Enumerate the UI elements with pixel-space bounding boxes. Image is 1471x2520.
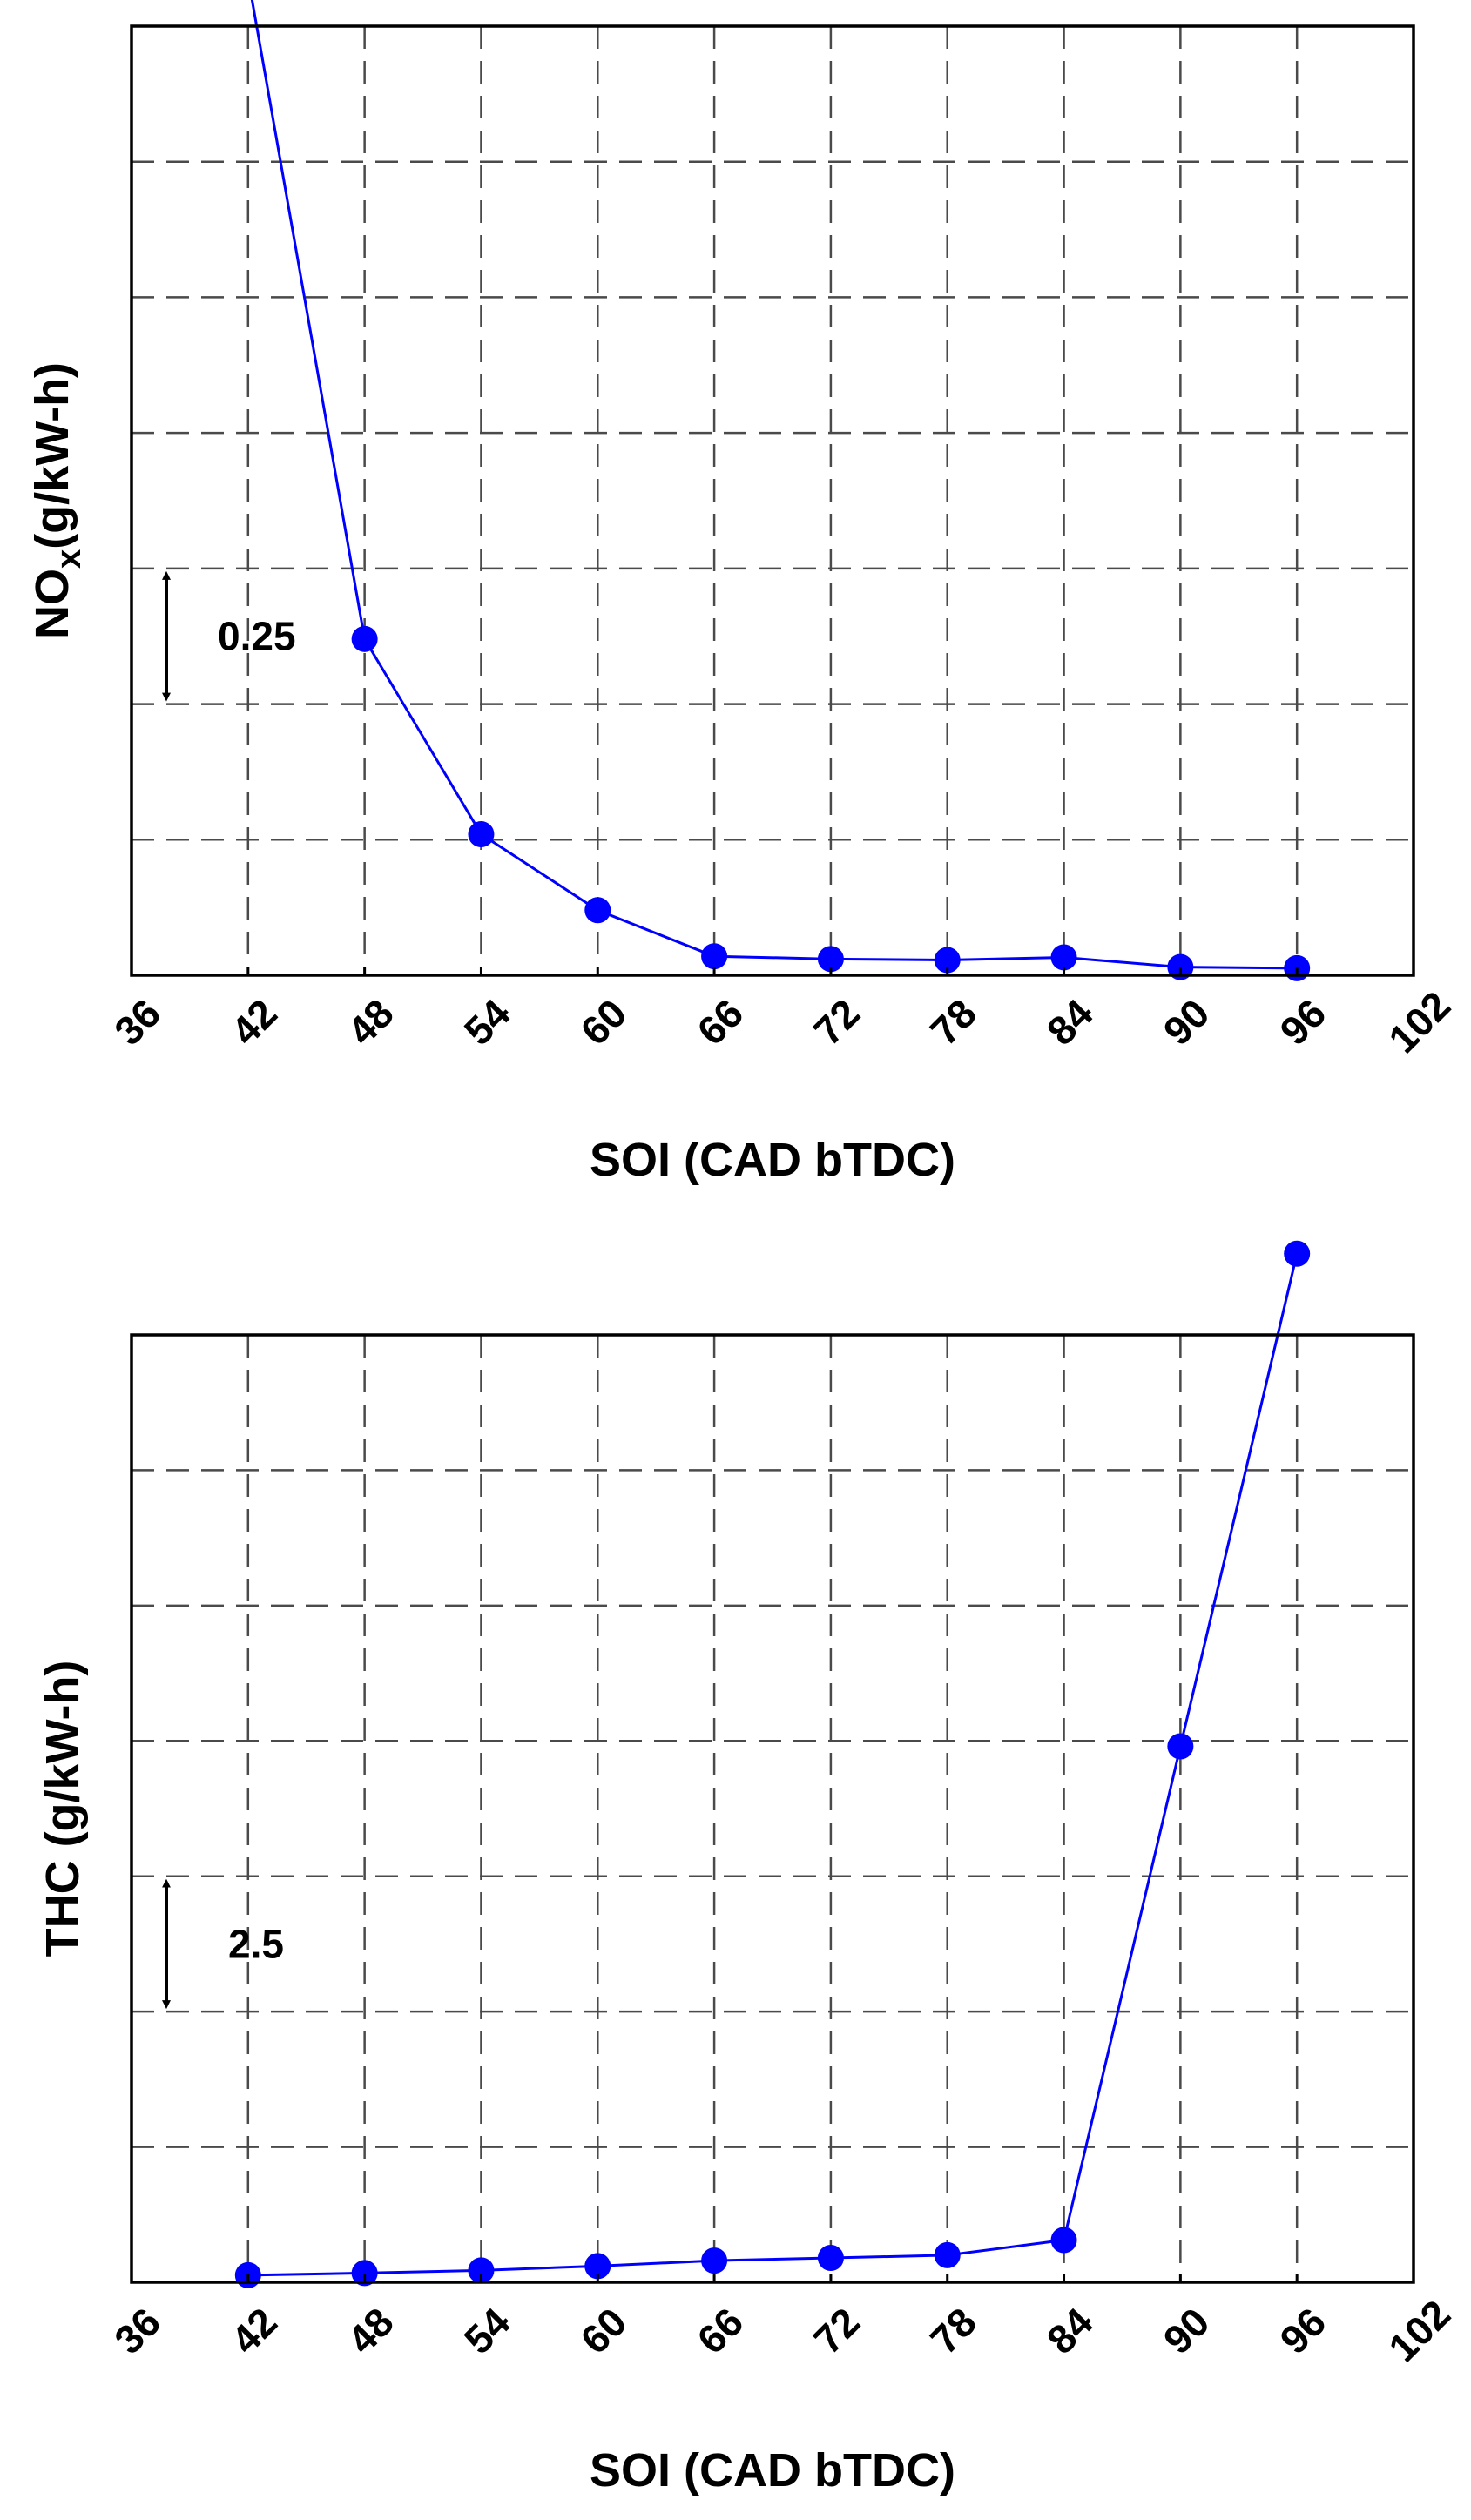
nox-y-axis-title-subscript: x <box>50 549 88 569</box>
thc-x-axis-title: SOI (CAD bTDC) <box>590 2444 955 2496</box>
thc-x-tick-label: 54 <box>455 2299 519 2362</box>
thc-x-tick-label: 36 <box>105 2299 169 2362</box>
thc-x-tick-label: 102 <box>1380 2291 1459 2370</box>
thc-x-tick-label: 66 <box>688 2299 752 2362</box>
thc-x-tick-label: 78 <box>921 2299 985 2362</box>
thc-x-tick-label: 48 <box>339 2299 402 2362</box>
nox-x-tick-label: 42 <box>222 990 286 1054</box>
nox-x-tick-label: 48 <box>339 990 402 1054</box>
thc-data-point <box>1050 2227 1077 2254</box>
thc-grid <box>132 1335 1414 2282</box>
nox-x-ticks: 36 42 48 54 60 66 72 78 84 90 96 102 <box>105 967 1459 1061</box>
nox-data-point <box>817 946 844 973</box>
nox-chart: 36 42 48 54 60 66 72 78 84 90 96 102 SOI (CAD bTDC)… <box>26 0 1459 1186</box>
nox-x-tick-label: 60 <box>571 990 635 1054</box>
thc-x-tick-label: 72 <box>805 2299 868 2362</box>
nox-x-tick-label: 72 <box>805 990 868 1054</box>
thc-data-point <box>468 2257 495 2284</box>
nox-x-tick-label: 54 <box>455 990 519 1054</box>
nox-plot-frame <box>130 24 1415 977</box>
nox-data-point <box>351 625 378 652</box>
thc-x-tick-label: 60 <box>571 2299 635 2362</box>
thc-y-axis-title: THC (g/kW-h) <box>37 1661 89 1957</box>
nox-data-point <box>1050 944 1077 971</box>
nox-x-tick-label: 96 <box>1271 990 1334 1054</box>
thc-x-tick-label: 90 <box>1155 2299 1218 2362</box>
thc-scale-label: 2.5 <box>228 1921 284 1966</box>
nox-x-tick-label: 36 <box>105 990 169 1054</box>
thc-y-axis-title-main: THC (g/kW-h) <box>37 1661 89 1957</box>
thc-series-line <box>247 1253 1299 2277</box>
thc-data-point <box>701 2247 728 2274</box>
thc-x-tick-label: 84 <box>1038 2299 1102 2362</box>
thc-chart: 36 42 48 54 60 66 72 78 84 90 96 102 SOI (CAD bTDC)… <box>37 1240 1459 2496</box>
thc-data-point <box>1167 1733 1194 1760</box>
nox-x-tick-label: 90 <box>1155 990 1218 1054</box>
nox-scale-label: 0.25 <box>218 614 296 659</box>
nox-series-line <box>250 0 1298 970</box>
thc-x-tick-label: 96 <box>1271 2299 1334 2362</box>
nox-x-tick-label: 78 <box>921 990 985 1054</box>
thc-plot-frame <box>130 1333 1415 2284</box>
nox-data-point <box>468 821 495 848</box>
thc-x-ticks: 36 42 48 54 60 66 72 78 84 90 96 102 <box>105 2274 1459 2370</box>
nox-grid <box>132 26 1414 975</box>
nox-data-point <box>934 947 961 974</box>
nox-x-tick-label: 102 <box>1380 982 1459 1061</box>
thc-data-point <box>1284 1240 1311 1267</box>
nox-x-tick-label: 66 <box>688 990 752 1054</box>
thc-data-point <box>817 2245 844 2272</box>
nox-data-point <box>584 897 611 924</box>
nox-x-tick-label: 84 <box>1038 990 1102 1054</box>
nox-x-axis-title: SOI (CAD bTDC) <box>590 1134 955 1186</box>
thc-series <box>234 1240 1311 2288</box>
nox-y-axis-title-main: NO <box>26 569 78 639</box>
thc-data-point <box>934 2241 961 2268</box>
thc-data-point <box>584 2253 611 2280</box>
nox-y-axis-title: NOx(g/kW-h) <box>26 362 88 639</box>
nox-data-point <box>701 943 728 970</box>
nox-series <box>250 0 1311 981</box>
thc-x-tick-label: 42 <box>222 2299 286 2362</box>
nox-y-axis-title-rest: (g/kW-h) <box>26 362 78 549</box>
thc-data-point <box>351 2260 378 2287</box>
